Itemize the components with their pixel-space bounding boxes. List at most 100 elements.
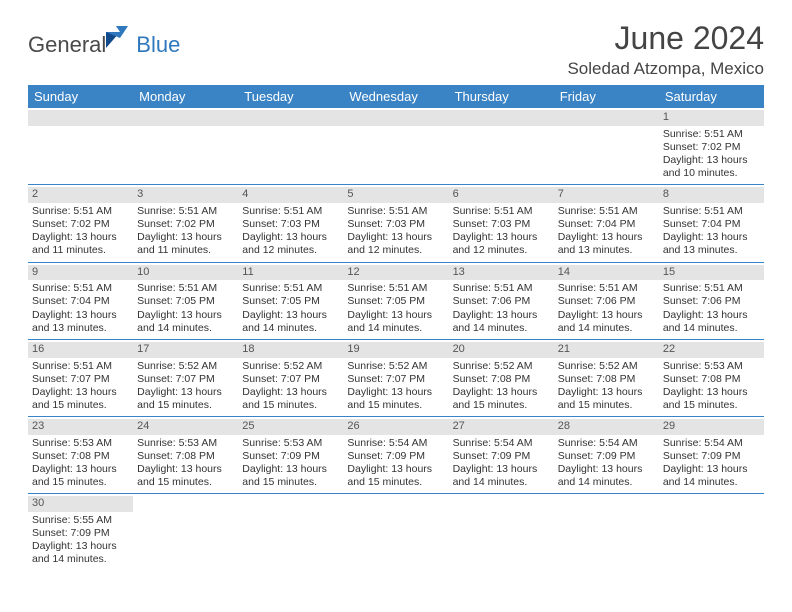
day-number-bar-empty <box>133 110 238 126</box>
brand-text-blue: Blue <box>136 32 180 58</box>
day-number: 2 <box>28 187 133 203</box>
daylight-text: Daylight: 13 hours and 15 minutes. <box>32 463 129 489</box>
daylight-text: Daylight: 13 hours and 15 minutes. <box>137 386 234 412</box>
calendar-cell: 5Sunrise: 5:51 AMSunset: 7:03 PMDaylight… <box>343 185 448 262</box>
sunset-text: Sunset: 7:06 PM <box>558 295 655 308</box>
day-details: Sunrise: 5:54 AMSunset: 7:09 PMDaylight:… <box>663 437 760 490</box>
sunset-text: Sunset: 7:08 PM <box>137 450 234 463</box>
sunset-text: Sunset: 7:08 PM <box>663 373 760 386</box>
calendar-row: 2Sunrise: 5:51 AMSunset: 7:02 PMDaylight… <box>28 185 764 262</box>
calendar-cell: 28 Sunrise: 5:54 AMSunset: 7:09 PMDayligh… <box>554 417 659 494</box>
day-details: Sunrise: 5:52 AMSunset: 7:07 PMDaylight:… <box>137 360 234 413</box>
day-number: 10 <box>133 265 238 281</box>
sunrise-text: Sunrise: 5:53 AM <box>32 437 129 450</box>
day-details: Sunrise: 5:51 AMSunset: 7:02 PMDaylight:… <box>663 128 760 181</box>
header: General Blue June 2024 Soledad Atzompa, … <box>28 20 764 79</box>
calendar-cell: 6Sunrise: 5:51 AMSunset: 7:03 PMDaylight… <box>449 185 554 262</box>
sunrise-text: Sunrise: 5:53 AM <box>137 437 234 450</box>
day-details: Sunrise: 5:52 AMSunset: 7:08 PMDaylight:… <box>558 360 655 413</box>
daylight-text: Daylight: 13 hours and 14 minutes. <box>663 463 760 489</box>
sunrise-text: Sunrise: 5:52 AM <box>242 360 339 373</box>
sunset-text: Sunset: 7:06 PM <box>663 295 760 308</box>
calendar-cell: 4Sunrise: 5:51 AMSunset: 7:03 PMDaylight… <box>238 185 343 262</box>
day-number: 9 <box>28 265 133 281</box>
calendar-cell: 8 Sunrise: 5:51 AMSunset: 7:04 PMDaylight… <box>659 185 764 262</box>
sunset-text: Sunset: 7:09 PM <box>32 527 129 540</box>
day-number: 4 <box>238 187 343 203</box>
sunrise-text: Sunrise: 5:51 AM <box>663 205 760 218</box>
daylight-text: Daylight: 13 hours and 14 minutes. <box>32 540 129 566</box>
day-details: Sunrise: 5:54 AMSunset: 7:09 PMDaylight:… <box>453 437 550 490</box>
sunrise-text: Sunrise: 5:52 AM <box>137 360 234 373</box>
day-number: 14 <box>554 265 659 281</box>
calendar-cell: 9Sunrise: 5:51 AMSunset: 7:04 PMDaylight… <box>28 262 133 339</box>
day-details: Sunrise: 5:53 AMSunset: 7:09 PMDaylight:… <box>242 437 339 490</box>
sunrise-text: Sunrise: 5:54 AM <box>558 437 655 450</box>
daylight-text: Daylight: 13 hours and 14 minutes. <box>558 309 655 335</box>
weekday-header: Monday <box>133 85 238 108</box>
sunset-text: Sunset: 7:07 PM <box>137 373 234 386</box>
flag-icon <box>106 26 134 53</box>
calendar-cell: 23Sunrise: 5:53 AMSunset: 7:08 PMDayligh… <box>28 417 133 494</box>
calendar-cell: 3Sunrise: 5:51 AMSunset: 7:02 PMDaylight… <box>133 185 238 262</box>
day-number: 26 <box>343 419 448 435</box>
day-number: 25 <box>238 419 343 435</box>
calendar-cell-empty <box>449 494 554 571</box>
day-number: 29 <box>659 419 764 435</box>
sunset-text: Sunset: 7:07 PM <box>32 373 129 386</box>
calendar-cell-empty <box>449 108 554 185</box>
calendar-cell: 11Sunrise: 5:51 AMSunset: 7:05 PMDayligh… <box>238 262 343 339</box>
day-details: Sunrise: 5:54 AMSunset: 7:09 PMDaylight:… <box>558 437 655 490</box>
day-number: 16 <box>28 342 133 358</box>
sunrise-text: Sunrise: 5:51 AM <box>242 282 339 295</box>
day-number: 24 <box>133 419 238 435</box>
sunrise-text: Sunrise: 5:51 AM <box>137 205 234 218</box>
day-details: Sunrise: 5:53 AMSunset: 7:08 PMDaylight:… <box>32 437 129 490</box>
daylight-text: Daylight: 13 hours and 14 minutes. <box>558 463 655 489</box>
calendar-cell: 25 Sunrise: 5:53 AMSunset: 7:09 PMDayligh… <box>238 417 343 494</box>
daylight-text: Daylight: 13 hours and 15 minutes. <box>558 386 655 412</box>
day-number: 7 <box>554 187 659 203</box>
sunrise-text: Sunrise: 5:51 AM <box>32 282 129 295</box>
day-number: 11 <box>238 265 343 281</box>
sunset-text: Sunset: 7:02 PM <box>137 218 234 231</box>
daylight-text: Daylight: 13 hours and 15 minutes. <box>32 386 129 412</box>
daylight-text: Daylight: 13 hours and 12 minutes. <box>347 231 444 257</box>
sunrise-text: Sunrise: 5:51 AM <box>32 360 129 373</box>
day-number: 18 <box>238 342 343 358</box>
sunset-text: Sunset: 7:09 PM <box>242 450 339 463</box>
day-number: 21 <box>554 342 659 358</box>
calendar-cell-empty <box>238 494 343 571</box>
day-details: Sunrise: 5:53 AMSunset: 7:08 PMDaylight:… <box>137 437 234 490</box>
day-number: 28 <box>554 419 659 435</box>
day-details: Sunrise: 5:51 AMSunset: 7:07 PMDaylight:… <box>32 360 129 413</box>
weekday-header: Saturday <box>659 85 764 108</box>
sunrise-text: Sunrise: 5:51 AM <box>558 282 655 295</box>
sunrise-text: Sunrise: 5:51 AM <box>453 205 550 218</box>
daylight-text: Daylight: 13 hours and 14 minutes. <box>347 309 444 335</box>
calendar-cell-empty <box>554 108 659 185</box>
brand-logo: General Blue <box>28 26 180 63</box>
day-number: 12 <box>343 265 448 281</box>
sunset-text: Sunset: 7:04 PM <box>663 218 760 231</box>
calendar-cell: 22Sunrise: 5:53 AMSunset: 7:08 PMDayligh… <box>659 339 764 416</box>
day-details: Sunrise: 5:51 AMSunset: 7:04 PMDaylight:… <box>663 205 760 258</box>
weekday-header: Tuesday <box>238 85 343 108</box>
calendar-row: 23Sunrise: 5:53 AMSunset: 7:08 PMDayligh… <box>28 417 764 494</box>
calendar-row: 30Sunrise: 5:55 AMSunset: 7:09 PMDayligh… <box>28 494 764 571</box>
calendar-cell: 20Sunrise: 5:52 AMSunset: 7:08 PMDayligh… <box>449 339 554 416</box>
day-number: 8 <box>659 187 764 203</box>
calendar-cell: 14Sunrise: 5:51 AMSunset: 7:06 PMDayligh… <box>554 262 659 339</box>
calendar-row: 9Sunrise: 5:51 AMSunset: 7:04 PMDaylight… <box>28 262 764 339</box>
day-details: Sunrise: 5:52 AMSunset: 7:07 PMDaylight:… <box>242 360 339 413</box>
sunrise-text: Sunrise: 5:54 AM <box>663 437 760 450</box>
calendar-cell: 26Sunrise: 5:54 AMSunset: 7:09 PMDayligh… <box>343 417 448 494</box>
day-number: 27 <box>449 419 554 435</box>
day-number: 6 <box>449 187 554 203</box>
weekday-header: Wednesday <box>343 85 448 108</box>
sunset-text: Sunset: 7:03 PM <box>453 218 550 231</box>
calendar-body: 1Sunrise: 5:51 AMSunset: 7:02 PMDaylight… <box>28 108 764 571</box>
sunrise-text: Sunrise: 5:52 AM <box>453 360 550 373</box>
sunset-text: Sunset: 7:09 PM <box>347 450 444 463</box>
day-number: 1 <box>659 110 764 126</box>
